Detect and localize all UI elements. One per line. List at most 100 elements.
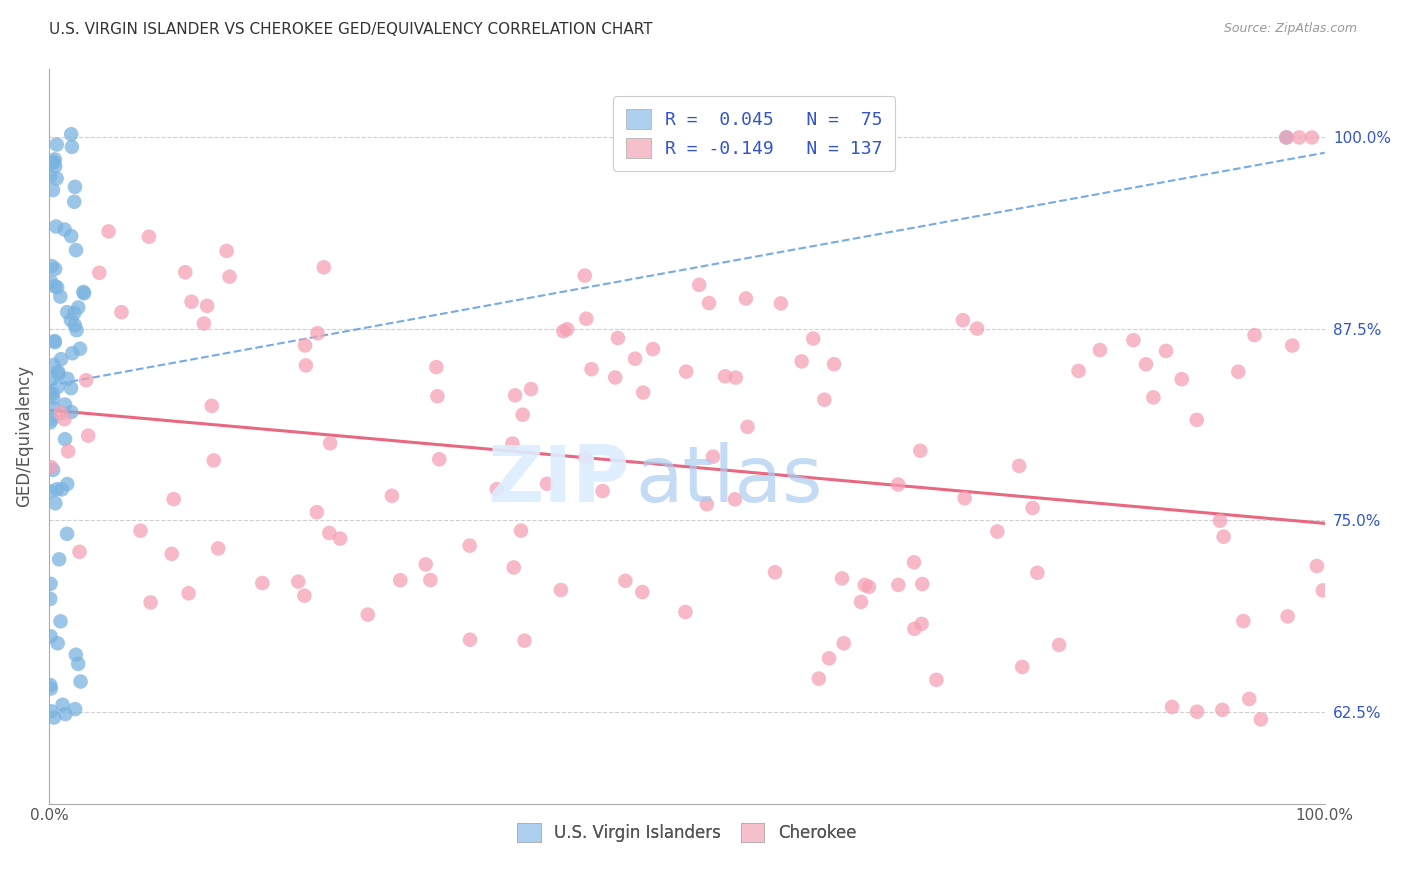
Point — [39, 460, 62, 475]
Point — [45, 137, 67, 152]
Point — [56, 526, 79, 541]
Point — [44, 279, 66, 293]
Point — [72, 285, 94, 299]
Point — [702, 450, 724, 464]
Point — [59, 381, 82, 395]
Point — [160, 547, 183, 561]
Point — [63, 194, 86, 209]
Point — [803, 153, 825, 168]
Point — [42, 371, 65, 385]
Point — [42, 358, 65, 372]
Point — [688, 277, 710, 292]
Point — [45, 171, 67, 186]
Point — [1011, 660, 1033, 674]
Point — [641, 342, 664, 356]
Point — [832, 636, 855, 650]
Text: atlas: atlas — [636, 442, 824, 518]
Point — [60, 127, 83, 141]
Point — [426, 389, 449, 403]
Point — [1170, 372, 1192, 386]
Legend: U.S. Virgin Islanders, Cherokee: U.S. Virgin Islanders, Cherokee — [509, 814, 865, 850]
Point — [294, 589, 316, 603]
Point — [39, 576, 62, 591]
Point — [63, 179, 86, 194]
Point — [307, 326, 329, 341]
Point — [925, 673, 948, 687]
Point — [42, 155, 65, 169]
Point — [574, 268, 596, 283]
Point — [910, 616, 932, 631]
Point — [675, 365, 697, 379]
Point — [513, 633, 536, 648]
Point — [55, 707, 77, 722]
Point — [1275, 130, 1298, 145]
Point — [724, 370, 747, 384]
Point — [419, 573, 441, 587]
Point — [67, 657, 90, 671]
Point — [910, 443, 932, 458]
Point — [501, 436, 523, 450]
Point — [1243, 328, 1265, 343]
Point — [512, 408, 534, 422]
Point — [49, 290, 72, 304]
Point — [425, 360, 447, 375]
Point — [60, 140, 83, 154]
Point — [42, 463, 65, 477]
Point — [202, 453, 225, 467]
Point — [510, 524, 533, 538]
Point — [1211, 703, 1233, 717]
Point — [177, 586, 200, 600]
Point — [631, 385, 654, 400]
Point — [1281, 338, 1303, 352]
Point — [458, 632, 481, 647]
Point — [823, 357, 845, 371]
Point — [550, 582, 572, 597]
Point — [887, 477, 910, 491]
Point — [193, 317, 215, 331]
Point — [503, 388, 526, 402]
Point — [329, 532, 352, 546]
Point — [986, 524, 1008, 539]
Point — [39, 385, 62, 400]
Text: U.S. VIRGIN ISLANDER VS CHEROKEE GED/EQUIVALENCY CORRELATION CHART: U.S. VIRGIN ISLANDER VS CHEROKEE GED/EQU… — [49, 22, 652, 37]
Point — [46, 636, 69, 650]
Point — [1026, 566, 1049, 580]
Point — [1209, 514, 1232, 528]
Point — [39, 681, 62, 696]
Point — [77, 428, 100, 442]
Point — [831, 571, 853, 585]
Point — [790, 354, 813, 368]
Point — [39, 416, 62, 430]
Point — [252, 576, 274, 591]
Point — [714, 369, 737, 384]
Point — [1142, 390, 1164, 404]
Point — [381, 489, 404, 503]
Point — [63, 318, 86, 332]
Point — [903, 555, 925, 569]
Point — [39, 275, 62, 289]
Point — [42, 710, 65, 724]
Point — [48, 552, 70, 566]
Point — [952, 313, 974, 327]
Point — [1154, 343, 1177, 358]
Point — [287, 574, 309, 589]
Point — [39, 629, 62, 643]
Point — [1008, 458, 1031, 473]
Point — [953, 491, 976, 506]
Point — [39, 678, 62, 692]
Point — [887, 578, 910, 592]
Point — [44, 335, 66, 350]
Point — [763, 566, 786, 580]
Point — [65, 648, 87, 662]
Point — [42, 391, 65, 405]
Point — [97, 224, 120, 238]
Point — [502, 560, 524, 574]
Point — [357, 607, 380, 622]
Point — [592, 483, 614, 498]
Point — [294, 338, 316, 352]
Point — [1301, 130, 1323, 145]
Point — [45, 219, 67, 234]
Point — [966, 321, 988, 335]
Point — [697, 296, 720, 310]
Point — [1277, 609, 1299, 624]
